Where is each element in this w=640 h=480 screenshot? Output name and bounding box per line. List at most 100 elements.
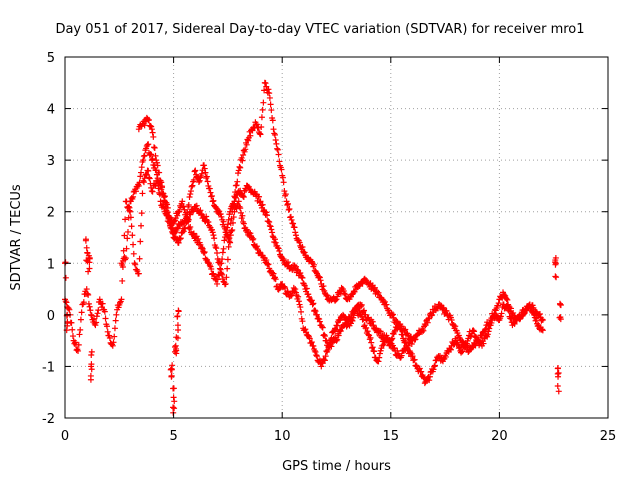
data-point bbox=[292, 289, 299, 296]
data-point bbox=[523, 307, 530, 314]
data-point bbox=[258, 123, 265, 130]
data-point bbox=[225, 216, 232, 223]
data-point bbox=[193, 202, 200, 209]
data-point bbox=[522, 306, 529, 313]
data-point bbox=[109, 342, 116, 349]
data-point bbox=[227, 239, 234, 246]
data-point bbox=[171, 218, 178, 225]
data-point bbox=[426, 377, 433, 384]
data-point bbox=[313, 352, 320, 359]
data-point bbox=[136, 255, 143, 262]
data-point bbox=[452, 323, 459, 330]
data-point bbox=[75, 347, 82, 354]
data-point bbox=[185, 201, 192, 208]
data-point bbox=[93, 313, 100, 320]
data-point bbox=[295, 298, 302, 305]
data-point bbox=[313, 353, 320, 360]
data-point bbox=[322, 353, 329, 360]
data-point bbox=[256, 193, 263, 200]
data-point bbox=[159, 183, 166, 190]
data-point bbox=[197, 207, 204, 214]
data-point bbox=[76, 331, 83, 338]
data-point bbox=[119, 262, 126, 269]
data-point bbox=[63, 299, 70, 306]
data-point bbox=[242, 146, 249, 153]
data-point bbox=[409, 337, 416, 344]
data-point bbox=[321, 331, 328, 338]
data-point bbox=[224, 221, 231, 228]
data-point bbox=[316, 274, 323, 281]
data-point bbox=[272, 276, 279, 283]
data-point bbox=[313, 311, 320, 318]
data-point bbox=[305, 293, 312, 300]
data-point bbox=[276, 158, 283, 165]
data-point bbox=[130, 241, 137, 248]
data-point bbox=[201, 165, 208, 172]
data-point bbox=[552, 254, 559, 261]
data-point bbox=[145, 167, 152, 174]
data-point bbox=[168, 225, 175, 232]
data-point bbox=[510, 309, 517, 316]
data-point bbox=[231, 198, 238, 205]
data-point bbox=[149, 129, 156, 136]
data-point bbox=[308, 339, 315, 346]
y-tick-label: -1 bbox=[42, 360, 55, 375]
data-point bbox=[141, 122, 148, 129]
data-point bbox=[232, 189, 239, 196]
data-point bbox=[507, 315, 514, 322]
data-point bbox=[284, 259, 291, 266]
data-point bbox=[224, 224, 231, 231]
data-point bbox=[272, 136, 279, 143]
data-point bbox=[124, 228, 131, 235]
data-point bbox=[321, 333, 328, 340]
data-point bbox=[467, 333, 474, 340]
data-point bbox=[268, 226, 275, 233]
data-point bbox=[182, 225, 189, 232]
data-point bbox=[187, 188, 194, 195]
data-point bbox=[256, 249, 263, 256]
data-point bbox=[201, 249, 208, 256]
data-point bbox=[484, 331, 491, 338]
data-point bbox=[236, 163, 243, 170]
data-point bbox=[228, 227, 235, 234]
data-point bbox=[371, 348, 378, 355]
data-point bbox=[375, 289, 382, 296]
data-point bbox=[104, 328, 111, 335]
data-point bbox=[286, 206, 293, 213]
data-point bbox=[268, 107, 275, 114]
data-point bbox=[465, 348, 472, 355]
data-point bbox=[117, 299, 124, 306]
data-point bbox=[250, 235, 257, 242]
data-point bbox=[341, 290, 348, 297]
data-point bbox=[170, 385, 177, 392]
data-point bbox=[471, 328, 478, 335]
data-point bbox=[269, 233, 276, 240]
data-point bbox=[207, 189, 214, 196]
data-point bbox=[486, 320, 493, 327]
data-point bbox=[539, 316, 546, 323]
data-point bbox=[254, 246, 261, 253]
data-point bbox=[92, 322, 99, 329]
data-point bbox=[106, 334, 113, 341]
data-point bbox=[557, 302, 564, 309]
data-point bbox=[299, 318, 306, 325]
data-point bbox=[135, 182, 142, 189]
data-point bbox=[282, 191, 289, 198]
data-point bbox=[188, 183, 195, 190]
data-point bbox=[271, 130, 278, 137]
data-point bbox=[448, 317, 455, 324]
data-point bbox=[426, 373, 433, 380]
data-point bbox=[125, 203, 132, 210]
data-point bbox=[555, 388, 562, 395]
data-point bbox=[430, 366, 437, 373]
data-point bbox=[258, 114, 265, 121]
data-point bbox=[62, 274, 69, 281]
data-point bbox=[160, 190, 167, 197]
data-point bbox=[340, 313, 347, 320]
data-point bbox=[365, 331, 372, 338]
data-point bbox=[86, 303, 93, 310]
data-point bbox=[240, 220, 247, 227]
data-point bbox=[504, 296, 511, 303]
y-tick-label: 1 bbox=[47, 257, 55, 272]
data-point bbox=[555, 370, 562, 377]
